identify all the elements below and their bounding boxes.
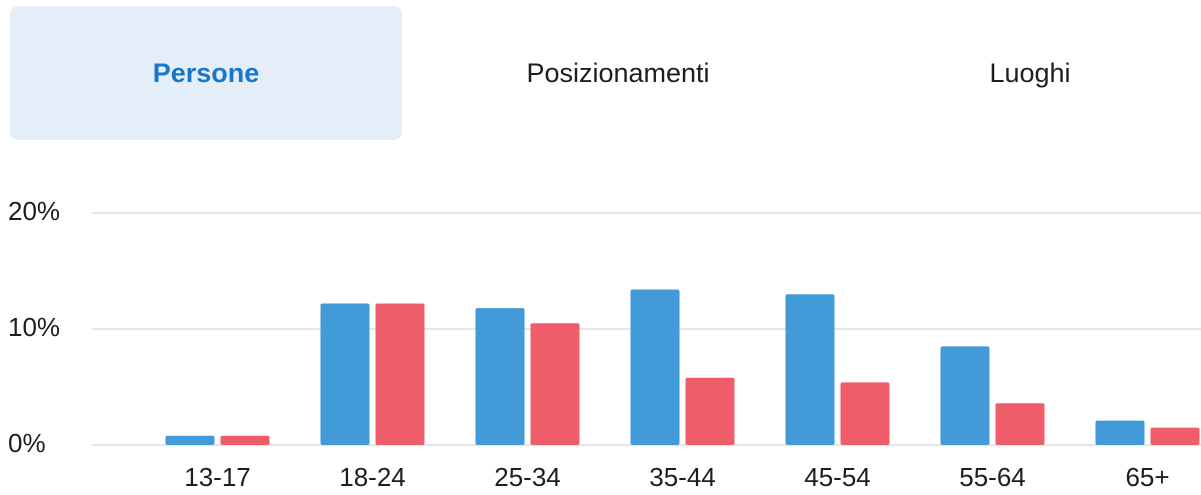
bar bbox=[530, 323, 580, 445]
bar bbox=[165, 435, 215, 445]
y-tick-label: 20% bbox=[8, 196, 60, 226]
tab[interactable]: Posizionamenti bbox=[526, 57, 710, 88]
x-tick-label: 35-44 bbox=[649, 462, 716, 492]
x-tick-label: 45-54 bbox=[804, 462, 871, 492]
y-tick-label: 10% bbox=[8, 312, 60, 342]
bar bbox=[940, 346, 990, 445]
y-tick-label: 0% bbox=[8, 428, 46, 458]
x-tick-label: 65+ bbox=[1125, 462, 1169, 492]
bar bbox=[840, 382, 890, 445]
bar bbox=[1095, 420, 1145, 445]
bar bbox=[785, 294, 835, 445]
bar bbox=[1150, 427, 1200, 445]
bar bbox=[685, 377, 735, 445]
x-tick-label: 25-34 bbox=[494, 462, 561, 492]
bar bbox=[320, 303, 370, 445]
x-tick-label: 13-17 bbox=[184, 462, 251, 492]
bar bbox=[220, 435, 270, 445]
bar bbox=[995, 403, 1045, 445]
x-tick-label: 55-64 bbox=[959, 462, 1026, 492]
tab-bar: Persone Posizionamenti Luoghi bbox=[0, 0, 1201, 145]
tab[interactable]: Luoghi bbox=[989, 57, 1071, 88]
tab[interactable]: Persone bbox=[10, 6, 402, 140]
bar bbox=[630, 289, 680, 445]
bar bbox=[375, 303, 425, 445]
bar bbox=[475, 308, 525, 445]
x-tick-label: 18-24 bbox=[339, 462, 406, 492]
